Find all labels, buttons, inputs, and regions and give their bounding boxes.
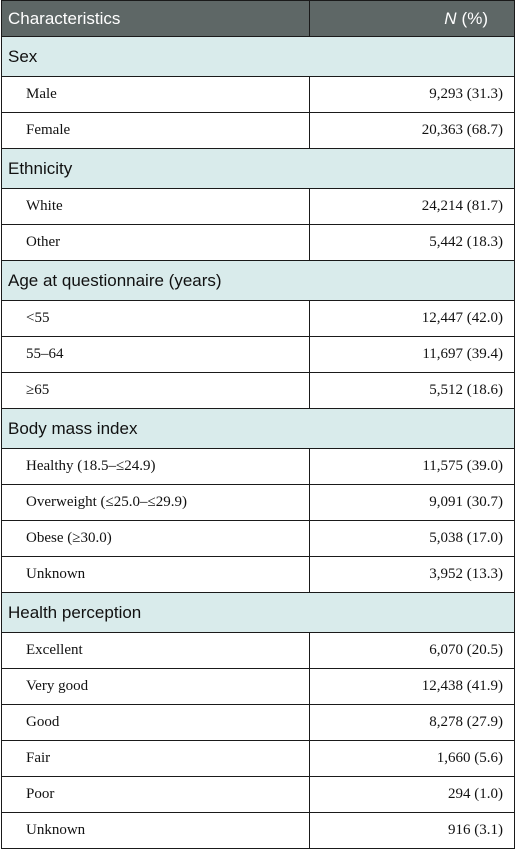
section-ethnicity: Ethnicity bbox=[2, 149, 514, 189]
row-label: Fair bbox=[2, 741, 310, 776]
table-row: Excellent 6,070 (20.5) bbox=[2, 633, 514, 669]
row-label: <55 bbox=[2, 301, 310, 336]
table-row: Poor 294 (1.0) bbox=[2, 777, 514, 813]
table-row: Fair 1,660 (5.6) bbox=[2, 741, 514, 777]
row-value: 1,660 (5.6) bbox=[436, 750, 503, 766]
section-sex: Sex bbox=[2, 37, 514, 77]
row-label: Female bbox=[2, 113, 310, 148]
row-label: Excellent bbox=[2, 633, 310, 668]
row-label: 55–64 bbox=[2, 337, 310, 372]
row-value: 294 (1.0) bbox=[448, 786, 503, 802]
row-label: Unknown bbox=[2, 813, 310, 848]
row-value: 5,512 (18.6) bbox=[429, 382, 503, 398]
row-label: Other bbox=[2, 225, 310, 260]
table-row: Overweight (≤25.0–≤29.9) 9,091 (30.7) bbox=[2, 485, 514, 521]
header-characteristics: Characteristics bbox=[2, 1, 310, 36]
table-row: 55–64 11,697 (39.4) bbox=[2, 337, 514, 373]
section-age: Age at questionnaire (years) bbox=[2, 261, 514, 301]
table-row: <55 12,447 (42.0) bbox=[2, 301, 514, 337]
row-value: 11,575 (39.0) bbox=[422, 458, 503, 474]
section-bmi: Body mass index bbox=[2, 409, 514, 449]
row-label: Very good bbox=[2, 669, 310, 704]
table-row: Female 20,363 (68.7) bbox=[2, 113, 514, 149]
row-value: 24,214 (81.7) bbox=[421, 198, 503, 214]
row-label: Male bbox=[2, 77, 310, 112]
row-value: 9,091 (30.7) bbox=[429, 494, 503, 510]
section-health-perception: Health perception bbox=[2, 593, 514, 633]
row-label: Good bbox=[2, 705, 310, 740]
table-row: Obese (≥30.0) 5,038 (17.0) bbox=[2, 521, 514, 557]
table-header: Characteristics N (%) bbox=[2, 1, 514, 37]
row-value: 5,038 (17.0) bbox=[429, 530, 503, 546]
row-label: Overweight (≤25.0–≤29.9) bbox=[2, 485, 310, 520]
row-value: 12,438 (41.9) bbox=[421, 678, 503, 694]
characteristics-table: Characteristics N (%) Sex Male 9,293 (31… bbox=[1, 0, 515, 849]
table-row: Unknown 3,952 (13.3) bbox=[2, 557, 514, 593]
table-row: White 24,214 (81.7) bbox=[2, 189, 514, 225]
header-n: N bbox=[444, 8, 457, 28]
row-label: Healthy (18.5–≤24.9) bbox=[2, 449, 310, 484]
table-row: Unknown 916 (3.1) bbox=[2, 813, 514, 849]
row-label: Poor bbox=[2, 777, 310, 812]
table-row: Very good 12,438 (41.9) bbox=[2, 669, 514, 705]
row-label: Obese (≥30.0) bbox=[2, 521, 310, 556]
row-value: 6,070 (20.5) bbox=[429, 642, 503, 658]
header-n-percent: N (%) bbox=[310, 1, 514, 36]
row-value: 5,442 (18.3) bbox=[429, 234, 503, 250]
row-value: 916 (3.1) bbox=[448, 822, 503, 838]
row-label: ≥65 bbox=[2, 373, 310, 408]
row-value: 12,447 (42.0) bbox=[421, 310, 503, 326]
row-value: 8,278 (27.9) bbox=[429, 714, 503, 730]
header-percent: (%) bbox=[461, 8, 488, 28]
row-value: 11,697 (39.4) bbox=[422, 346, 503, 362]
row-value: 3,952 (13.3) bbox=[429, 566, 503, 582]
row-value: 20,363 (68.7) bbox=[421, 122, 503, 138]
row-label: Unknown bbox=[2, 557, 310, 592]
table-row: Other 5,442 (18.3) bbox=[2, 225, 514, 261]
row-label: White bbox=[2, 189, 310, 224]
row-value: 9,293 (31.3) bbox=[429, 86, 503, 102]
table-row: Healthy (18.5–≤24.9) 11,575 (39.0) bbox=[2, 449, 514, 485]
table-row: ≥65 5,512 (18.6) bbox=[2, 373, 514, 409]
table-row: Good 8,278 (27.9) bbox=[2, 705, 514, 741]
table-row: Male 9,293 (31.3) bbox=[2, 77, 514, 113]
